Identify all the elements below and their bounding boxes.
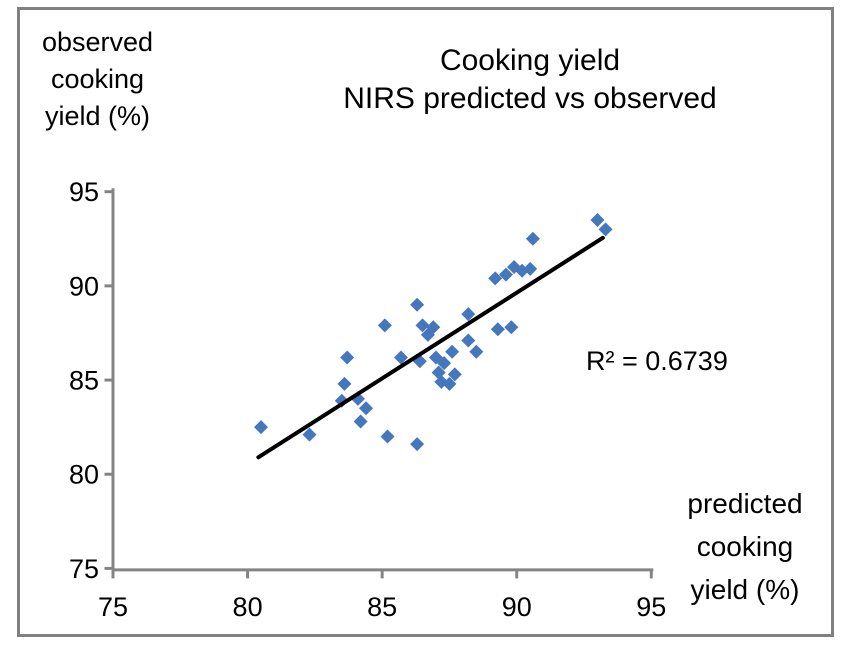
data-point: [393, 350, 408, 365]
data-point: [461, 307, 476, 322]
data-point: [340, 350, 355, 365]
data-point: [337, 376, 352, 391]
x-axis-title: predicted cooking yield (%): [662, 482, 828, 611]
data-point: [598, 222, 613, 237]
r-squared-annotation: R² = 0.6739: [586, 346, 728, 376]
chart-title: Cooking yield NIRS predicted vs observed: [280, 42, 780, 118]
data-point: [437, 356, 452, 371]
x-axis-title-line3: yield (%): [690, 574, 800, 605]
x-tick-label: 80: [233, 592, 263, 622]
trendline: [256, 235, 605, 460]
data-point: [461, 333, 476, 348]
data-point: [302, 427, 317, 442]
x-axis-title-line2: cooking: [696, 531, 794, 562]
y-tick-label: 75: [69, 554, 99, 584]
y-axis-title-line2: cooking: [50, 64, 145, 94]
data-point: [442, 376, 457, 391]
y-tick-label: 90: [69, 271, 99, 301]
data-point: [498, 267, 513, 282]
data-point: [377, 318, 392, 333]
data-point: [490, 322, 505, 337]
data-point: [504, 320, 519, 335]
data-point: [420, 327, 435, 342]
data-point: [254, 420, 269, 435]
data-point: [380, 429, 395, 444]
data-point: [410, 437, 425, 452]
data-point: [590, 212, 605, 227]
data-point: [445, 344, 460, 359]
y-tick-label: 80: [69, 460, 99, 490]
y-axis-title: observed cooking yield (%): [30, 24, 165, 135]
chart-title-line1: Cooking yield: [439, 44, 621, 77]
data-point: [410, 297, 425, 312]
data-point: [469, 344, 484, 359]
y-tick-label: 85: [69, 366, 99, 396]
y-tick-label: 95: [69, 177, 99, 207]
data-point: [523, 261, 538, 276]
data-point: [488, 271, 503, 286]
data-point: [353, 414, 368, 429]
chart-title-line2: NIRS predicted vs observed: [343, 82, 717, 115]
x-tick-label: 75: [98, 592, 128, 622]
data-point: [415, 318, 430, 333]
data-point: [447, 367, 462, 382]
y-axis-title-line1: observed: [41, 27, 154, 57]
x-tick-label: 90: [502, 592, 532, 622]
y-axis-title-line3: yield (%): [44, 101, 151, 131]
data-point: [359, 401, 374, 416]
x-tick-label: 85: [367, 592, 397, 622]
x-axis-title-line1: predicted: [687, 488, 803, 519]
data-point: [525, 231, 540, 246]
x-tick-label: 95: [636, 592, 666, 622]
